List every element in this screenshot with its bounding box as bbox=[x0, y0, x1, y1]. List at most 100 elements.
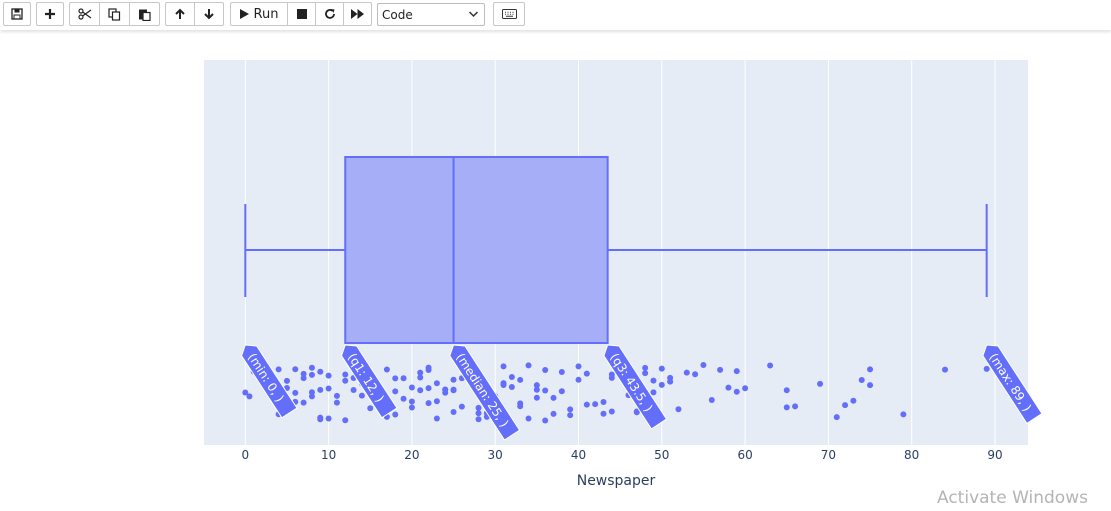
data-point bbox=[533, 386, 540, 393]
data-point bbox=[342, 377, 349, 384]
data-point bbox=[717, 366, 724, 373]
data-point bbox=[242, 389, 249, 396]
data-point bbox=[292, 366, 299, 373]
data-point bbox=[308, 389, 315, 396]
data-point bbox=[692, 371, 699, 378]
data-point bbox=[583, 370, 590, 377]
data-point bbox=[508, 384, 515, 391]
data-point bbox=[350, 386, 357, 393]
data-point bbox=[333, 399, 340, 406]
data-point bbox=[742, 385, 749, 392]
data-point bbox=[300, 375, 307, 382]
data-point bbox=[417, 369, 424, 376]
scissors-icon bbox=[77, 8, 92, 20]
data-point bbox=[300, 370, 307, 377]
data-point bbox=[642, 364, 649, 371]
data-point bbox=[325, 372, 332, 379]
data-point bbox=[567, 412, 574, 419]
toolbar-group-keyboard bbox=[493, 2, 525, 26]
data-point bbox=[542, 367, 549, 374]
restart-icon bbox=[324, 8, 336, 20]
notebook-toolbar: Run Code bbox=[0, 0, 1111, 30]
save-button[interactable] bbox=[3, 2, 31, 26]
data-point bbox=[583, 401, 590, 408]
paste-icon bbox=[138, 8, 151, 21]
data-point bbox=[392, 411, 399, 418]
data-point bbox=[417, 387, 424, 394]
insert-cell-button[interactable] bbox=[36, 2, 64, 26]
toolbar-group-run: Run bbox=[230, 2, 372, 26]
restart-run-all-button[interactable] bbox=[343, 2, 372, 26]
data-point bbox=[325, 415, 332, 422]
data-point bbox=[442, 386, 449, 393]
copy-icon bbox=[108, 7, 121, 21]
iqr-box[interactable] bbox=[344, 156, 609, 344]
data-point bbox=[425, 364, 432, 371]
run-button[interactable]: Run bbox=[230, 2, 288, 26]
data-point bbox=[525, 362, 532, 369]
data-point bbox=[708, 396, 715, 403]
data-point bbox=[558, 388, 565, 395]
data-point bbox=[608, 408, 615, 415]
data-point bbox=[392, 388, 399, 395]
toolbar-group-insert bbox=[36, 2, 64, 26]
data-point bbox=[525, 415, 532, 422]
data-point bbox=[342, 371, 349, 378]
data-point bbox=[358, 392, 365, 399]
x-axis-title: Newspaper bbox=[577, 473, 656, 489]
data-point bbox=[408, 398, 415, 405]
arrow-down-icon bbox=[203, 8, 215, 20]
data-point bbox=[283, 377, 290, 384]
data-point bbox=[600, 410, 607, 417]
data-point bbox=[450, 376, 457, 383]
data-point bbox=[408, 404, 415, 411]
fast-forward-icon bbox=[351, 9, 364, 19]
data-point bbox=[900, 411, 907, 418]
data-point bbox=[433, 415, 440, 422]
data-point bbox=[433, 380, 440, 387]
data-point bbox=[308, 371, 315, 378]
data-point bbox=[425, 385, 432, 392]
data-point bbox=[517, 376, 524, 383]
data-point bbox=[317, 416, 324, 423]
data-point bbox=[683, 369, 690, 376]
save-icon bbox=[11, 8, 23, 20]
data-point bbox=[433, 398, 440, 405]
data-point bbox=[600, 398, 607, 405]
data-point bbox=[575, 363, 582, 370]
data-point bbox=[792, 403, 799, 410]
copy-button[interactable] bbox=[99, 2, 130, 26]
hover-label-box bbox=[340, 344, 398, 419]
data-point bbox=[842, 402, 849, 409]
data-point bbox=[383, 366, 390, 373]
toolbar-group-edit bbox=[69, 2, 160, 26]
data-point bbox=[246, 393, 253, 400]
data-point bbox=[783, 404, 790, 411]
data-point bbox=[458, 403, 465, 410]
restart-button[interactable] bbox=[315, 2, 344, 26]
activate-windows-watermark: Activate Windows bbox=[937, 488, 1088, 508]
data-point bbox=[733, 388, 740, 395]
data-point bbox=[400, 375, 407, 382]
data-point bbox=[725, 384, 732, 391]
data-point bbox=[817, 380, 824, 387]
data-point bbox=[275, 366, 282, 373]
move-down-button[interactable] bbox=[194, 2, 224, 26]
data-point bbox=[400, 395, 407, 402]
cell-type-select[interactable]: Code bbox=[377, 3, 485, 26]
x-tick-label: 60 bbox=[737, 448, 752, 462]
x-axis-ticks: 0 10 20 30 40 50 60 70 80 90 bbox=[241, 448, 1002, 462]
x-tick-label: 50 bbox=[654, 448, 669, 462]
x-tick-label: 40 bbox=[571, 448, 586, 462]
data-point bbox=[658, 365, 665, 372]
interrupt-button[interactable] bbox=[287, 2, 316, 26]
x-tick-label: 20 bbox=[404, 448, 419, 462]
plus-icon bbox=[44, 8, 56, 20]
toolbar-group-move bbox=[165, 2, 224, 26]
x-tick-label: 10 bbox=[321, 448, 336, 462]
x-tick-label: 70 bbox=[821, 448, 836, 462]
box-element[interactable] bbox=[244, 156, 988, 344]
paste-button[interactable] bbox=[129, 2, 160, 26]
data-point bbox=[983, 365, 990, 372]
command-palette-button[interactable] bbox=[493, 2, 525, 26]
